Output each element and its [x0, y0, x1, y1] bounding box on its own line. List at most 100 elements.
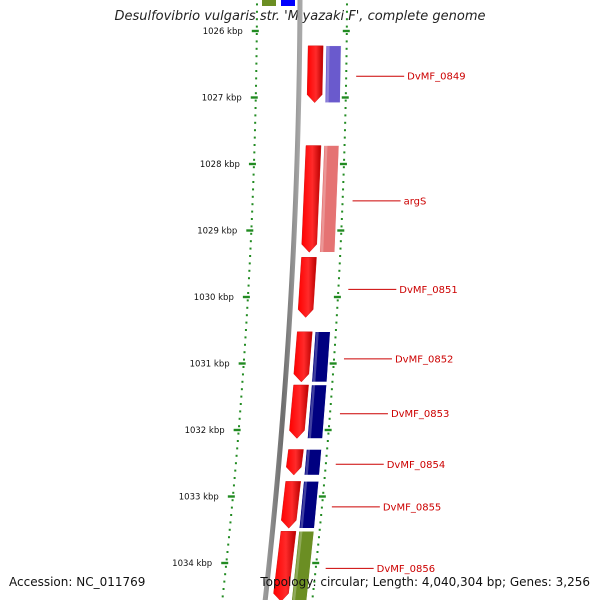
cds-arrow — [306, 45, 324, 103]
minor-tick-outer — [338, 262, 341, 265]
major-tick-inner — [221, 561, 229, 565]
major-tick-outer — [342, 29, 350, 33]
minor-tick-outer — [328, 417, 331, 420]
cds-arrow — [281, 481, 301, 529]
feature-bar — [311, 331, 331, 383]
minor-tick-inner — [225, 558, 228, 561]
minor-tick-outer — [342, 173, 345, 176]
minor-tick-inner — [254, 121, 257, 124]
minor-tick-inner — [250, 232, 253, 235]
tick-label: 1031 kbp — [190, 360, 230, 370]
minor-tick-outer — [345, 62, 348, 65]
minor-tick-inner — [255, 18, 258, 21]
tick-label: 1030 kbp — [194, 293, 234, 303]
minor-tick-inner — [224, 573, 227, 576]
minor-tick-inner — [254, 99, 257, 102]
major-tick-outer — [339, 162, 347, 166]
minor-tick-inner — [222, 588, 225, 590]
minor-tick-inner — [251, 210, 254, 213]
minor-tick-outer — [345, 84, 348, 87]
feature-bar-highlight — [320, 145, 328, 253]
feature-bar-highlight — [305, 449, 311, 476]
minor-tick-inner — [253, 151, 256, 154]
minor-tick-inner — [255, 84, 258, 87]
minor-tick-outer — [331, 380, 334, 383]
minor-tick-inner — [247, 292, 250, 294]
minor-tick-outer — [312, 588, 315, 590]
minor-tick-outer — [341, 203, 344, 206]
minor-tick-outer — [328, 425, 331, 428]
minor-tick-inner — [254, 92, 257, 95]
minor-tick-outer — [340, 232, 343, 235]
minor-tick-outer — [339, 247, 342, 250]
minor-tick-inner — [248, 262, 251, 265]
minor-tick-outer — [320, 506, 323, 509]
feature-bar-highlight — [312, 331, 319, 382]
feature-bar-highlight — [308, 384, 316, 439]
minor-tick-outer — [322, 484, 325, 487]
minor-tick-inner — [236, 447, 239, 450]
minor-tick-outer — [318, 528, 321, 531]
minor-tick-outer — [343, 136, 346, 139]
minor-tick-outer — [332, 358, 335, 361]
minor-tick-inner — [240, 388, 243, 391]
feature-bar-highlight — [326, 45, 330, 103]
minor-tick-outer — [314, 565, 317, 568]
major-tick-inner — [248, 162, 256, 166]
minor-tick-inner — [231, 499, 234, 502]
minor-tick-inner — [245, 321, 248, 324]
tick-label: 1028 kbp — [200, 160, 240, 170]
minor-tick-inner — [255, 3, 258, 6]
minor-tick-inner — [252, 173, 255, 176]
minor-tick-inner — [250, 218, 253, 220]
minor-tick-outer — [335, 314, 338, 317]
minor-tick-outer — [344, 92, 347, 95]
minor-tick-outer — [335, 321, 338, 324]
minor-tick-inner — [249, 240, 252, 243]
minor-tick-outer — [339, 240, 342, 243]
minor-tick-inner — [246, 306, 249, 309]
minor-tick-outer — [345, 55, 348, 58]
minor-tick-inner — [226, 551, 229, 553]
minor-tick-inner — [227, 536, 230, 539]
minor-tick-outer — [330, 395, 333, 398]
major-tick-outer — [329, 362, 337, 365]
minor-tick-outer — [324, 462, 327, 465]
minor-tick-inner — [238, 425, 241, 428]
gene-label: DvMF_0856 — [377, 564, 435, 575]
minor-tick-outer — [334, 336, 337, 339]
minor-tick-inner — [252, 188, 255, 191]
minor-tick-outer — [320, 514, 323, 516]
minor-tick-inner — [227, 543, 230, 546]
minor-tick-outer — [317, 543, 320, 546]
minor-tick-outer — [339, 255, 342, 257]
gene-label: DvMF_0849 — [407, 72, 465, 83]
gene-label-layer: DvMF_0849 argS DvMF_0851 DvMF_0852 DvMF_0853… — [325, 72, 466, 575]
minor-tick-outer — [326, 440, 329, 442]
major-tick-outer — [324, 428, 332, 432]
minor-tick-inner — [255, 47, 258, 50]
minor-tick-inner — [254, 114, 257, 117]
minor-tick-outer — [324, 469, 327, 472]
major-tick-inner — [233, 428, 241, 432]
minor-tick-outer — [329, 410, 332, 413]
minor-tick-outer — [341, 195, 344, 198]
tick-label: 1032 kbp — [185, 426, 225, 436]
minor-tick-outer — [345, 77, 348, 80]
feature-bar — [291, 531, 315, 600]
minor-tick-inner — [255, 55, 258, 58]
feature-bar — [307, 384, 327, 439]
minor-tick-inner — [251, 195, 254, 198]
minor-tick-inner — [230, 506, 233, 509]
minor-tick-outer — [345, 18, 348, 21]
minor-tick-outer — [311, 595, 314, 598]
minor-tick-outer — [314, 573, 317, 576]
minor-tick-outer — [332, 366, 335, 368]
minor-tick-inner — [232, 484, 235, 487]
minor-tick-inner — [240, 395, 243, 398]
partial-feature-blue — [281, 0, 295, 6]
minor-tick-inner — [253, 144, 256, 146]
minor-tick-outer — [333, 343, 336, 346]
